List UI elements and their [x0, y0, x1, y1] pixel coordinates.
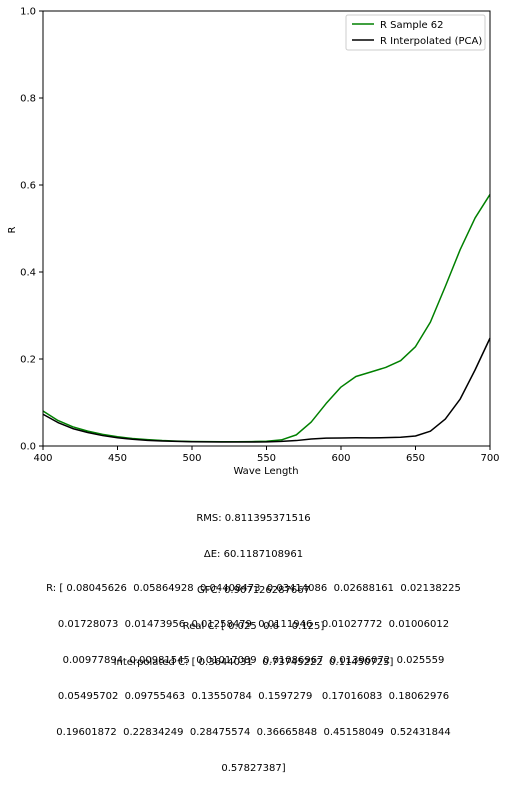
r-vector-line: 0.01728073 0.01473956 0.01258479 0.01119… [57, 619, 450, 630]
y-tick-label: 0.4 [20, 268, 36, 279]
r-vector-line: R: [ 0.08045626 0.05864928 0.04408473 0.… [46, 583, 461, 594]
x-tick-label: 400 [33, 453, 52, 464]
y-tick-label: 0.0 [20, 442, 36, 453]
x-tick-label: 700 [480, 453, 499, 464]
x-tick-label: 550 [257, 453, 276, 464]
r-vector-line: 0.05495702 0.09755463 0.13550784 0.15972… [57, 691, 450, 702]
x-tick-label: 650 [406, 453, 425, 464]
r-vector-line: 0.57827387] [221, 763, 286, 774]
rms-text: RMS: 0.811395371516 [196, 513, 311, 524]
y-tick-label: 0.8 [20, 94, 36, 105]
x-axis-ticks: 400 450 500 550 600 650 700 [33, 446, 500, 464]
gfc-text: GFC: 0.907126287667 [197, 585, 310, 596]
r-vector-line: 0.19601872 0.22834249 0.28475574 0.36665… [56, 727, 451, 738]
y-tick-label: 1.0 [20, 7, 36, 18]
y-tick-label: 0.6 [20, 181, 36, 192]
real-c-text: Real C: [ 0.025 0.6 0.125] [182, 621, 325, 632]
x-tick-label: 500 [182, 453, 201, 464]
series-layer [42, 194, 491, 443]
legend-label-sample: R Sample 62 [380, 20, 444, 31]
r-vector-line: 0.00977894 0.00981545 0.01017089 0.01086… [62, 655, 445, 666]
r-vector-caption: R: [ 0.08045626 0.05864928 0.04408473 0.… [0, 559, 507, 787]
series-line-interpolated [42, 337, 491, 443]
legend-box [345, 14, 486, 51]
delta-e-text: ΔE: 60.1187108961 [203, 549, 304, 560]
x-axis-label: Wave Length [233, 466, 298, 477]
plot-area [43, 11, 490, 446]
legend: R Sample 62 R Interpolated (PCA) [345, 14, 486, 51]
x-tick-label: 450 [108, 453, 127, 464]
x-tick-label: 600 [331, 453, 350, 464]
y-axis-ticks: 0.0 0.2 0.4 0.6 0.8 1.0 [20, 7, 43, 453]
y-axis-label: R [7, 226, 18, 233]
line-chart: 400 450 500 550 600 650 700 0.0 0.2 0.4 0.6 0.8 1.0… [7, 7, 500, 478]
y-tick-label: 0.2 [20, 355, 36, 366]
legend-label-interpolated: R Interpolated (PCA) [380, 36, 482, 47]
